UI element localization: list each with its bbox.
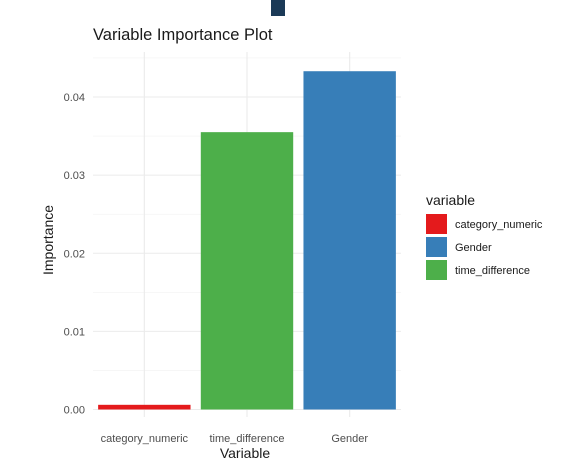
legend-key xyxy=(426,260,447,280)
y-tick-label: 0.03 xyxy=(64,170,85,182)
x-axis-title: Variable xyxy=(220,445,271,461)
bar-Gender xyxy=(303,71,396,410)
x-tick-label: time_difference xyxy=(209,433,284,445)
legend-key xyxy=(426,214,447,234)
bar-category-numeric xyxy=(98,404,191,410)
legend-label: category_numeric xyxy=(455,219,543,231)
y-tick-label: 0.02 xyxy=(64,248,85,260)
x-tick-label: Gender xyxy=(331,433,368,445)
x-tick-labels: category_numeric time_difference Gender xyxy=(101,433,369,445)
y-axis-title: Importance xyxy=(40,205,56,275)
x-tick-label: category_numeric xyxy=(101,433,189,445)
chart-title: Variable Importance Plot xyxy=(93,26,273,44)
legend-label: time_difference xyxy=(455,265,530,277)
bar-time-difference xyxy=(200,132,294,410)
legend: variable category_numeric Gender time_diff… xyxy=(426,192,543,280)
legend-label: Gender xyxy=(455,242,492,254)
legend-title: variable xyxy=(426,192,475,208)
top-edge-artifact xyxy=(271,0,285,16)
bars xyxy=(98,71,396,410)
y-tick-label: 0.00 xyxy=(64,405,85,417)
y-tick-label: 0.01 xyxy=(64,326,85,338)
legend-key xyxy=(426,237,447,257)
y-tick-labels: 0.00 0.01 0.02 0.03 0.04 xyxy=(64,92,85,417)
y-tick-label: 0.04 xyxy=(64,92,85,104)
